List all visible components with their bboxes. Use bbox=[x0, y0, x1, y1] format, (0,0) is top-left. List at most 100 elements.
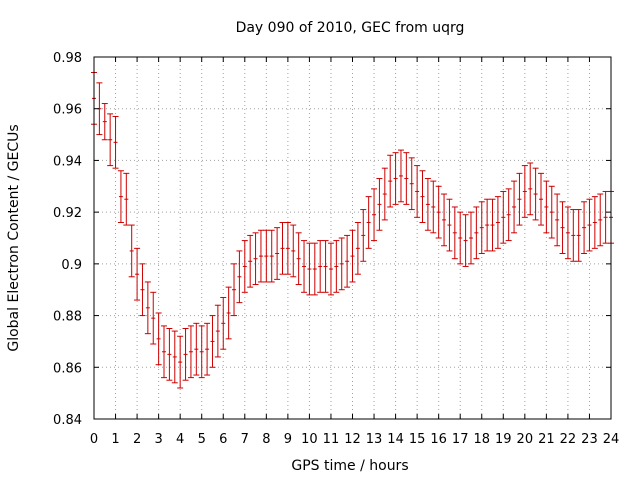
error-bar-point bbox=[344, 234, 351, 288]
error-bar-point bbox=[462, 214, 469, 267]
x-tick-label: 2 bbox=[133, 432, 141, 447]
error-bar-point bbox=[360, 209, 367, 262]
chart-title: Day 090 of 2010, GEC from uqrg bbox=[236, 20, 465, 36]
x-tick-label: 8 bbox=[262, 432, 270, 447]
y-tick-label: 0.96 bbox=[53, 103, 82, 118]
error-bar-point bbox=[117, 170, 124, 223]
error-bar-point bbox=[559, 201, 566, 255]
error-bar-point bbox=[473, 206, 480, 260]
error-bar-point bbox=[166, 328, 173, 381]
error-bar-point bbox=[209, 315, 216, 368]
error-bar-point bbox=[338, 237, 345, 291]
error-bar-point bbox=[602, 190, 609, 244]
x-tick-label: 5 bbox=[198, 432, 206, 447]
error-bar-point bbox=[527, 162, 534, 216]
error-bar-point bbox=[171, 330, 178, 384]
error-bar-point bbox=[392, 152, 399, 205]
x-tick-label: 3 bbox=[154, 432, 162, 447]
error-bar-point bbox=[430, 180, 437, 234]
error-bar-point bbox=[101, 103, 108, 141]
x-tick-label: 1 bbox=[111, 432, 119, 447]
error-bar-point bbox=[575, 209, 582, 262]
x-tick-label: 22 bbox=[560, 432, 577, 447]
error-bar-point bbox=[478, 201, 485, 255]
error-bar-point bbox=[327, 242, 334, 296]
error-bar-point bbox=[187, 325, 194, 379]
error-bar-point bbox=[414, 165, 421, 218]
error-bar-point bbox=[424, 178, 431, 231]
error-bar-point bbox=[279, 221, 286, 275]
y-tick-label: 0.94 bbox=[53, 154, 82, 169]
x-tick-label: 14 bbox=[387, 432, 404, 447]
error-bars bbox=[91, 72, 614, 389]
y-tick-labels: 0.84 0.86 0.88 0.9 0.92 0.94 0.96 0.98 bbox=[53, 51, 82, 428]
error-bar-point bbox=[317, 240, 324, 293]
error-bar-point bbox=[182, 328, 189, 381]
error-bar-point bbox=[225, 286, 232, 340]
error-bar-point bbox=[349, 229, 356, 283]
x-tick-label: 16 bbox=[430, 432, 447, 447]
error-bar-point bbox=[333, 240, 340, 293]
error-bar-point bbox=[532, 167, 539, 221]
x-tick-label: 20 bbox=[517, 432, 534, 447]
error-bar-point bbox=[311, 242, 318, 296]
error-bar-point bbox=[408, 157, 415, 211]
error-bar-point bbox=[494, 196, 501, 249]
x-tick-label: 13 bbox=[366, 432, 383, 447]
error-bar-point bbox=[467, 211, 474, 265]
error-bar-point bbox=[441, 193, 448, 247]
x-tick-label: 10 bbox=[301, 432, 318, 447]
error-bar-point bbox=[214, 304, 221, 358]
error-bar-point bbox=[543, 180, 550, 234]
x-tick-label: 12 bbox=[344, 432, 361, 447]
error-bar-point bbox=[112, 115, 119, 169]
x-tick-label: 18 bbox=[473, 432, 490, 447]
error-bar-point bbox=[144, 281, 151, 335]
error-bar-point bbox=[570, 209, 577, 262]
error-bar-point bbox=[236, 250, 243, 304]
x-tick-label: 0 bbox=[90, 432, 98, 447]
error-bar-point bbox=[257, 229, 264, 283]
error-bar-point bbox=[586, 198, 593, 252]
error-bar-point bbox=[516, 172, 523, 226]
x-tick-label: 24 bbox=[603, 432, 620, 447]
error-bar-point bbox=[252, 232, 259, 286]
error-bar-point bbox=[435, 185, 442, 239]
y-tick-label: 0.86 bbox=[53, 361, 82, 376]
y-tick-label: 0.98 bbox=[53, 51, 82, 66]
error-bar-point bbox=[96, 82, 103, 136]
error-bar-point bbox=[537, 172, 544, 226]
x-tick-labels: 0 1 2 3 4 5 6 7 8 9 10 11 12 13 14 15 16 17 18 19 20 21 22 23 24 bbox=[90, 432, 619, 447]
error-bar-point bbox=[403, 152, 410, 205]
tick-marks bbox=[93, 56, 612, 420]
error-bar-point bbox=[521, 165, 528, 218]
x-tick-label: 4 bbox=[176, 432, 184, 447]
error-bar-point bbox=[301, 240, 308, 293]
error-bar-point bbox=[198, 325, 205, 379]
error-bar-point bbox=[581, 201, 588, 255]
error-bar-point bbox=[220, 296, 227, 350]
error-bar-point bbox=[204, 322, 211, 376]
error-bar-point bbox=[263, 229, 270, 283]
y-tick-label: 0.9 bbox=[61, 258, 82, 273]
error-bar-point bbox=[381, 167, 388, 221]
error-bar-point bbox=[107, 113, 114, 167]
y-tick-label: 0.88 bbox=[53, 310, 82, 325]
error-bar-point bbox=[511, 180, 518, 234]
error-bar-point bbox=[274, 227, 281, 280]
error-bar-point bbox=[564, 206, 571, 260]
error-bar-point bbox=[128, 224, 135, 278]
error-bar-point bbox=[268, 229, 275, 283]
error-bar-point bbox=[177, 335, 184, 389]
error-bar-point bbox=[139, 263, 146, 317]
x-axis-label: GPS time / hours bbox=[291, 458, 408, 474]
error-bar-point bbox=[322, 240, 329, 293]
error-bar-point bbox=[295, 232, 302, 286]
error-bar-point bbox=[419, 170, 426, 223]
error-bar-point bbox=[231, 263, 238, 317]
y-tick-label: 0.92 bbox=[53, 206, 82, 221]
error-bar-point bbox=[597, 193, 604, 247]
error-bar-point bbox=[123, 172, 130, 226]
error-bar-point bbox=[457, 211, 464, 265]
